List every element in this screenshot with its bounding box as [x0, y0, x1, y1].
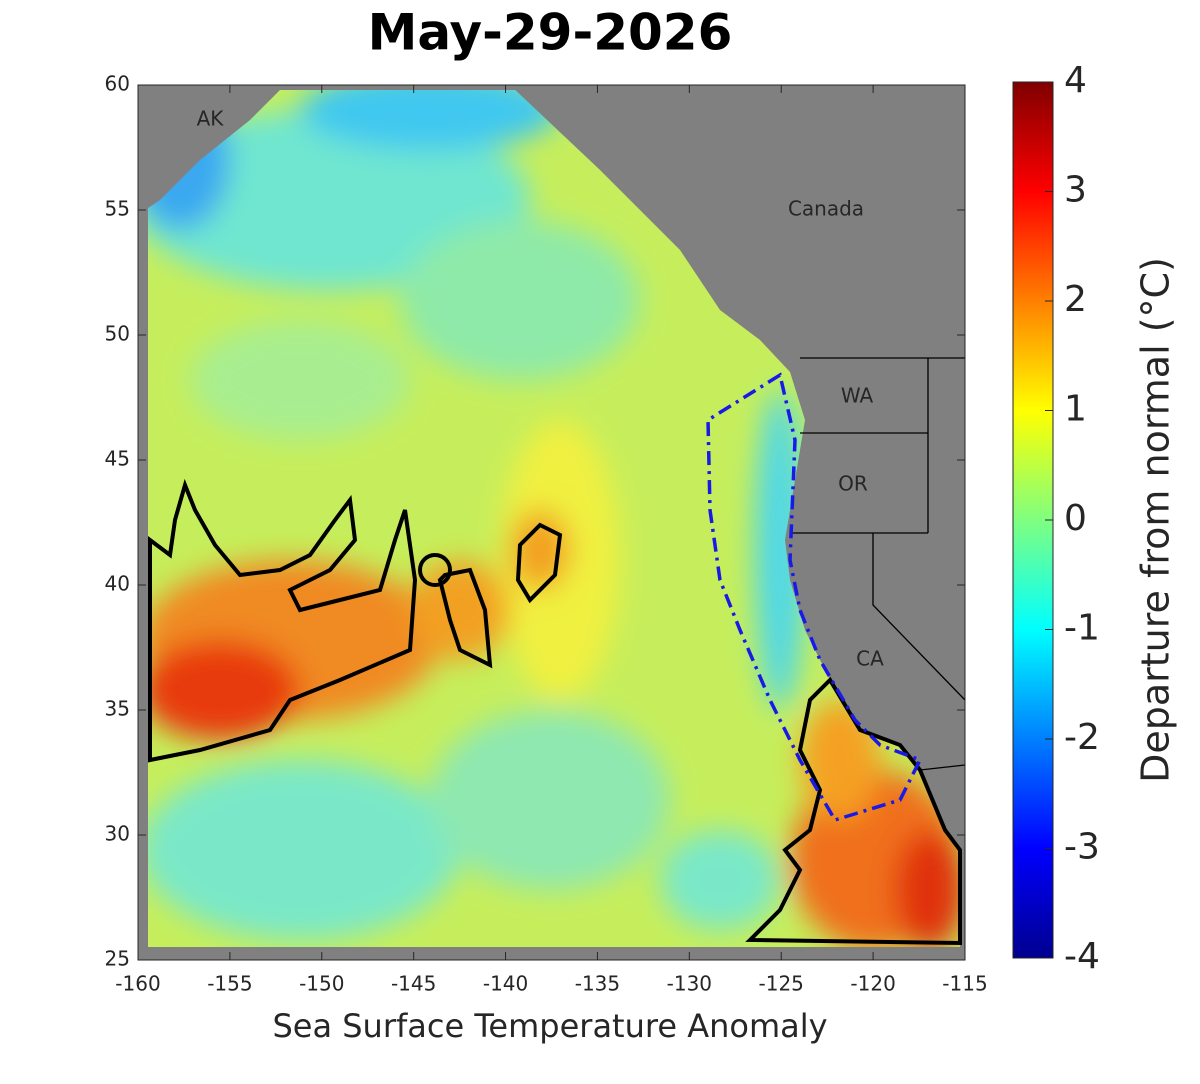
colorbar-tick-label: -2 — [1064, 717, 1100, 758]
sst-field — [148, 90, 960, 947]
x-tick-label: -130 — [667, 972, 712, 996]
y-tick-label: 35 — [105, 697, 130, 721]
region-label: OR — [838, 472, 868, 496]
x-tick-label: -160 — [115, 972, 160, 996]
x-tick-label: -150 — [299, 972, 344, 996]
y-tick-label: 50 — [105, 322, 130, 346]
region-label: CA — [856, 647, 884, 671]
title: May-29-2026 — [368, 4, 733, 62]
borders — [790, 357, 966, 771]
x-tick-label: -155 — [207, 972, 252, 996]
x-tick-label: -140 — [483, 972, 528, 996]
colorbar-tick-label: 1 — [1064, 389, 1087, 430]
y-tick-label: 40 — [105, 572, 130, 596]
y-tick-label: 60 — [105, 72, 130, 96]
y-tick-label: 30 — [105, 822, 130, 846]
x-tick-label: -115 — [942, 972, 987, 996]
colorbar-tick-label: -4 — [1064, 936, 1100, 977]
contours — [148, 478, 962, 946]
x-tick-label: -145 — [391, 972, 436, 996]
x-axis-label: Sea Surface Temperature Anomaly — [272, 1007, 827, 1045]
y-tick-label: 25 — [105, 947, 130, 971]
colorbar-tick-label: 2 — [1064, 279, 1087, 320]
colorbar-tick-label: 4 — [1064, 60, 1087, 101]
region-label: AK — [197, 107, 225, 131]
colorbar-tick-label: -3 — [1064, 827, 1100, 868]
colorbar-label: Departure from normal (°C) — [1134, 257, 1178, 783]
axes-box — [137, 84, 966, 961]
boundary — [706, 372, 923, 823]
colorbar-tick-label: 3 — [1064, 170, 1087, 211]
colorbar-tick-label: 0 — [1064, 498, 1087, 539]
x-tick-label: -120 — [850, 972, 895, 996]
x-tick-label: -125 — [759, 972, 804, 996]
y-tick-label: 45 — [105, 447, 130, 471]
region-label: WA — [841, 384, 874, 408]
x-tick-label: -135 — [575, 972, 620, 996]
y-tick-label: 55 — [105, 197, 130, 221]
colorbar-tick-label: -1 — [1064, 608, 1100, 649]
region-label: Canada — [788, 197, 864, 221]
